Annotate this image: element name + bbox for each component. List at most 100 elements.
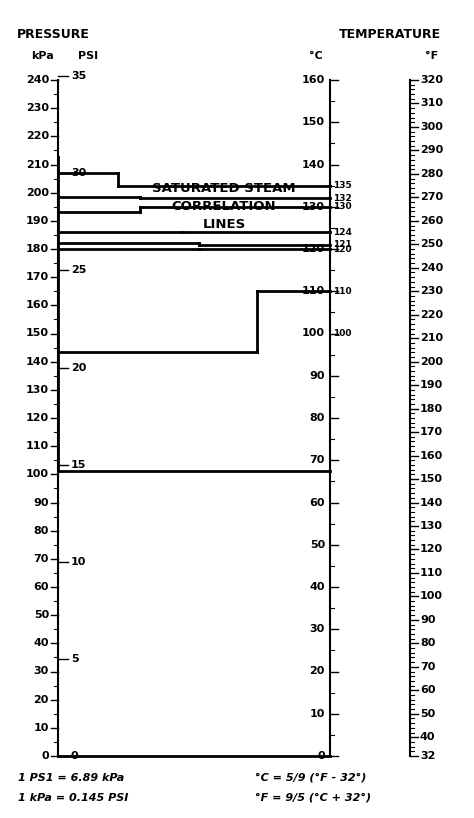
Text: 80: 80	[420, 638, 436, 649]
Text: 90: 90	[420, 615, 436, 625]
Text: LINES: LINES	[202, 218, 246, 231]
Text: 170: 170	[420, 427, 443, 437]
Text: CORRELATION: CORRELATION	[172, 200, 276, 213]
Text: 110: 110	[420, 568, 443, 578]
Text: °C = 5/9 (°F - 32°): °C = 5/9 (°F - 32°)	[255, 773, 366, 783]
Text: 40: 40	[420, 732, 436, 742]
Text: 180: 180	[26, 244, 49, 254]
Text: 130: 130	[302, 202, 325, 212]
Text: °C: °C	[309, 51, 323, 61]
Text: 60: 60	[310, 497, 325, 507]
Text: 1 PS1 = 6.89 kPa: 1 PS1 = 6.89 kPa	[18, 773, 124, 783]
Text: 190: 190	[420, 380, 443, 390]
Text: 90: 90	[34, 497, 49, 507]
Text: 100: 100	[26, 470, 49, 479]
Text: 160: 160	[420, 451, 443, 461]
Text: 120: 120	[26, 413, 49, 423]
Text: PRESSURE: PRESSURE	[17, 28, 90, 41]
Text: 180: 180	[420, 403, 443, 414]
Text: 270: 270	[420, 192, 443, 202]
Text: 160: 160	[302, 75, 325, 85]
Text: 150: 150	[420, 474, 443, 484]
Text: PSI: PSI	[78, 51, 98, 61]
Text: 60: 60	[420, 685, 436, 695]
Text: 120: 120	[333, 245, 352, 254]
Text: 1 kPa = 0.145 PSI: 1 kPa = 0.145 PSI	[18, 793, 128, 803]
Text: 130: 130	[333, 202, 352, 211]
Text: 80: 80	[34, 526, 49, 536]
Text: 50: 50	[420, 708, 435, 719]
Text: 0: 0	[318, 751, 325, 761]
Text: 210: 210	[420, 333, 443, 344]
Text: 10: 10	[310, 708, 325, 719]
Text: 30: 30	[310, 624, 325, 634]
Text: 32: 32	[420, 751, 436, 761]
Text: 40: 40	[34, 638, 49, 649]
Text: 110: 110	[26, 441, 49, 452]
Text: °F: °F	[426, 51, 438, 61]
Text: 35: 35	[71, 71, 86, 81]
Text: 190: 190	[26, 216, 49, 226]
Text: 240: 240	[420, 263, 443, 272]
Text: 50: 50	[310, 540, 325, 550]
Text: SATURATED STEAM: SATURATED STEAM	[152, 182, 296, 196]
Text: 220: 220	[420, 310, 443, 320]
Text: 240: 240	[26, 75, 49, 85]
Text: 132: 132	[333, 194, 352, 203]
Text: °F = 9/5 (°C + 32°): °F = 9/5 (°C + 32°)	[255, 793, 371, 803]
Text: 121: 121	[333, 240, 352, 249]
Text: 220: 220	[26, 132, 49, 142]
Text: 25: 25	[71, 266, 86, 276]
Text: 110: 110	[302, 286, 325, 296]
Text: 0: 0	[41, 751, 49, 761]
Text: 130: 130	[420, 521, 443, 531]
Text: 290: 290	[420, 146, 443, 155]
Text: kPa: kPa	[32, 51, 55, 61]
Text: 250: 250	[420, 240, 443, 249]
Text: 135: 135	[333, 181, 352, 190]
Text: 200: 200	[26, 187, 49, 198]
Text: 70: 70	[34, 554, 49, 564]
Text: 10: 10	[71, 557, 86, 567]
Text: 230: 230	[26, 103, 49, 113]
Text: 30: 30	[34, 667, 49, 676]
Text: 150: 150	[26, 329, 49, 339]
Text: 170: 170	[26, 272, 49, 282]
Text: 100: 100	[420, 591, 443, 601]
Text: 130: 130	[26, 384, 49, 395]
Text: 60: 60	[34, 582, 49, 592]
Text: 110: 110	[333, 287, 352, 296]
Text: 140: 140	[420, 497, 443, 507]
Text: 50: 50	[34, 610, 49, 620]
Text: 310: 310	[420, 98, 443, 109]
Text: 120: 120	[302, 244, 325, 254]
Text: 15: 15	[71, 460, 86, 470]
Text: 20: 20	[310, 667, 325, 676]
Text: 0: 0	[71, 751, 79, 761]
Text: 280: 280	[420, 169, 443, 179]
Text: 210: 210	[26, 160, 49, 169]
Text: 70: 70	[420, 662, 436, 672]
Text: 70: 70	[310, 456, 325, 465]
Text: 140: 140	[26, 357, 49, 366]
Text: 5: 5	[71, 654, 79, 664]
Text: 90: 90	[310, 371, 325, 380]
Text: 40: 40	[310, 582, 325, 592]
Text: 100: 100	[333, 329, 352, 338]
Text: 230: 230	[420, 286, 443, 296]
Text: 300: 300	[420, 122, 443, 132]
Text: 20: 20	[34, 694, 49, 704]
Text: 320: 320	[420, 75, 443, 85]
Text: 120: 120	[420, 545, 443, 555]
Text: TEMPERATURE: TEMPERATURE	[339, 28, 441, 41]
Text: 10: 10	[34, 723, 49, 733]
Text: 80: 80	[310, 413, 325, 423]
Text: 150: 150	[302, 117, 325, 128]
Text: 160: 160	[26, 300, 49, 310]
Text: 100: 100	[302, 329, 325, 339]
Text: 140: 140	[302, 160, 325, 169]
Text: 30: 30	[71, 169, 86, 178]
Text: 260: 260	[420, 216, 443, 226]
Text: 200: 200	[420, 357, 443, 366]
Text: 20: 20	[71, 362, 86, 372]
